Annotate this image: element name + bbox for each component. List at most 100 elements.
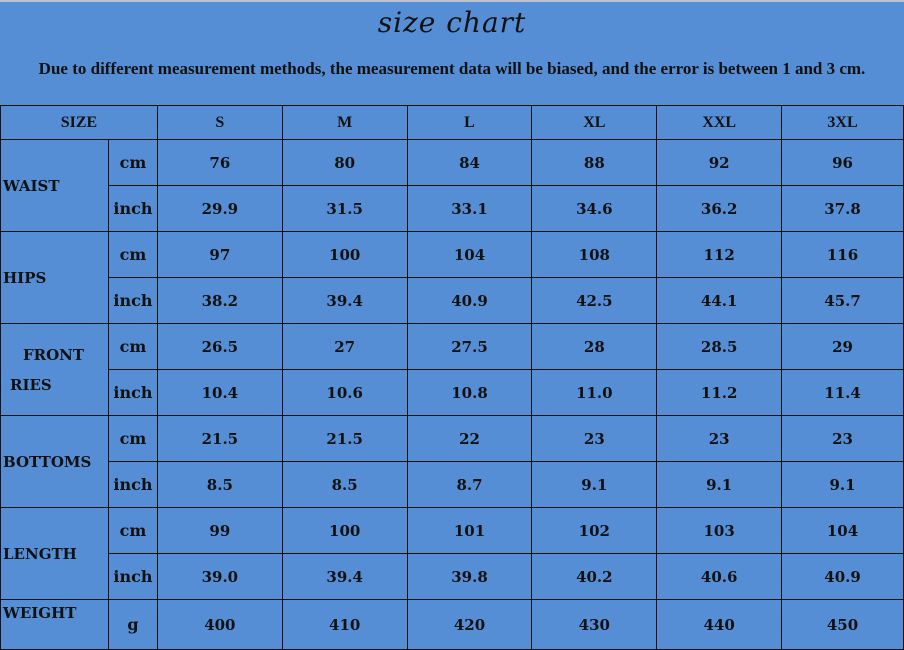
unit-cell: cm	[107, 139, 158, 186]
value-cell: 102	[531, 507, 658, 554]
value-cell: 99	[156, 507, 283, 554]
table-row: FRONT RIES cm 26.5 27 27.5 28 28.5 29	[0, 323, 904, 416]
table-row: inch 39.0 39.4 39.8 40.2 40.6 40.9	[1, 553, 904, 600]
value-cell: 8.7	[406, 461, 533, 508]
unit-cell: cm	[107, 231, 158, 278]
measure-label-text: WEIGHT	[3, 604, 77, 622]
measure-label: FRONT RIES	[0, 323, 109, 416]
value-cell: 11.0	[531, 369, 658, 416]
value-cell: 40.9	[406, 277, 533, 324]
size-col-xl: XL	[531, 105, 658, 140]
value-cell: 410	[281, 599, 408, 650]
measure-label: BOTTOMS	[0, 415, 109, 508]
measure-label-text: BOTTOMS	[3, 452, 92, 471]
value-cell: 10.6	[281, 369, 408, 416]
value-cell: 39.0	[156, 553, 283, 600]
value-cell: 10.8	[406, 369, 533, 416]
value-cell: 440	[656, 599, 783, 650]
value-cell: 10.4	[156, 369, 283, 416]
value-cell: 400	[156, 599, 283, 650]
table-row: WAIST cm 76 80 84 88 92 96	[0, 139, 904, 232]
table-row: LENGTH cm 99 100 101 102 103 104	[0, 507, 904, 600]
size-col-m: M	[281, 105, 408, 140]
value-cell: 100	[281, 507, 408, 554]
value-cell: 100	[281, 231, 408, 278]
value-cell: 80	[281, 139, 408, 186]
measure-label: WEIGHT	[0, 599, 109, 650]
unit-cell: cm	[107, 323, 158, 370]
size-col-s: S	[156, 105, 283, 140]
size-table: SIZE S M L XL XXL 3XL WAIST cm 76 80 84 88 92 9…	[0, 105, 904, 650]
value-cell: 8.5	[156, 461, 283, 508]
value-cell: 23	[656, 415, 783, 462]
measure-label-text: LENGTH	[3, 544, 77, 563]
value-cell: 27	[281, 323, 408, 370]
header-row: SIZE S M L XL XXL 3XL	[0, 105, 904, 140]
value-cell: 101	[406, 507, 533, 554]
unit-cell: g	[107, 599, 158, 650]
table-row: inch 8.5 8.5 8.7 9.1 9.1 9.1	[1, 461, 904, 508]
value-cell: 9.1	[656, 461, 783, 508]
value-cell: 21.5	[156, 415, 283, 462]
value-cell: 26.5	[156, 323, 283, 370]
value-cell: 45.7	[781, 277, 904, 324]
value-cell: 21.5	[281, 415, 408, 462]
measure-label: LENGTH	[0, 507, 109, 600]
value-cell: 420	[406, 599, 533, 650]
value-cell: 103	[656, 507, 783, 554]
measure-label: WAIST	[0, 139, 109, 232]
value-cell: 28	[531, 323, 658, 370]
value-cell: 37.8	[781, 185, 904, 232]
table-row: inch 10.4 10.6 10.8 11.0 11.2 11.4	[1, 369, 904, 416]
value-cell: 39.8	[406, 553, 533, 600]
value-cell: 29	[781, 323, 904, 370]
measure-label-text: HIPS	[3, 268, 47, 287]
table-row: WEIGHT g 400 410 420 430 440 450	[0, 599, 904, 650]
value-cell: 40.6	[656, 553, 783, 600]
unit-cell: cm	[107, 507, 158, 554]
measure-label: HIPS	[0, 231, 109, 324]
value-cell: 11.2	[656, 369, 783, 416]
table-row: inch 38.2 39.4 40.9 42.5 44.1 45.7	[1, 277, 904, 324]
value-cell: 23	[781, 415, 904, 462]
value-cell: 23	[531, 415, 658, 462]
value-cell: 29.9	[156, 185, 283, 232]
value-cell: 84	[406, 139, 533, 186]
table-row: BOTTOMS cm 21.5 21.5 22 23 23 23	[0, 415, 904, 508]
value-cell: 39.4	[281, 277, 408, 324]
value-cell: 9.1	[531, 461, 658, 508]
value-cell: 116	[781, 231, 904, 278]
value-cell: 31.5	[281, 185, 408, 232]
size-col-l: L	[406, 105, 533, 140]
value-cell: 96	[781, 139, 904, 186]
measure-label-text: FRONT	[23, 345, 85, 364]
value-cell: 36.2	[656, 185, 783, 232]
value-cell: 8.5	[281, 461, 408, 508]
value-cell: 39.4	[281, 553, 408, 600]
value-cell: 76	[156, 139, 283, 186]
size-col-xxl: XXL	[656, 105, 783, 140]
value-cell: 92	[656, 139, 783, 186]
value-cell: 28.5	[656, 323, 783, 370]
unit-cell: cm	[107, 415, 158, 462]
value-cell: 27.5	[406, 323, 533, 370]
measure-label-text: WAIST	[3, 176, 60, 195]
value-cell: 44.1	[656, 277, 783, 324]
table-row: inch 29.9 31.5 33.1 34.6 36.2 37.8	[1, 185, 904, 232]
value-cell: 33.1	[406, 185, 533, 232]
value-cell: 112	[656, 231, 783, 278]
value-cell: 40.9	[781, 553, 904, 600]
unit-cell: inch	[107, 277, 158, 324]
value-cell: 104	[781, 507, 904, 554]
value-cell: 38.2	[156, 277, 283, 324]
unit-cell: inch	[107, 461, 158, 508]
value-cell: 450	[781, 599, 904, 650]
measurement-note: Due to different measurement methods, th…	[38, 59, 866, 78]
measure-label-text: RIES	[10, 375, 52, 394]
size-col-3xl: 3XL	[781, 105, 904, 140]
value-cell: 97	[156, 231, 283, 278]
value-cell: 40.2	[531, 553, 658, 600]
size-header: SIZE	[0, 105, 158, 140]
value-cell: 430	[531, 599, 658, 650]
